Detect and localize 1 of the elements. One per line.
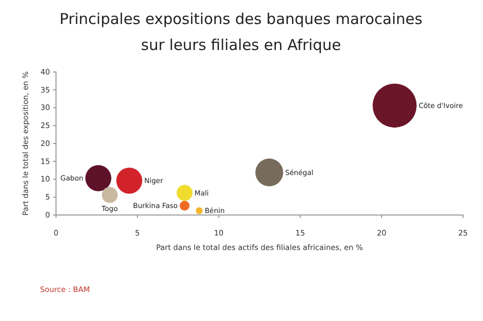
chart-title: Principales expositions des banques marocaines sur leurs filiales en Afrique [60,10,423,54]
